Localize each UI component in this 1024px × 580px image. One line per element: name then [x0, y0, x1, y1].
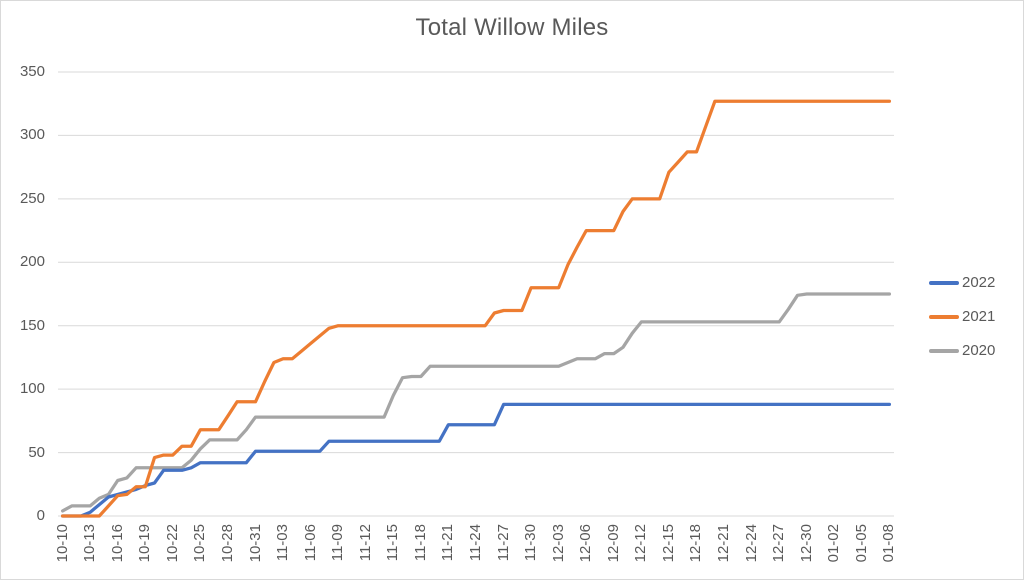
x-tick-label: 11-27: [494, 524, 512, 562]
x-tick-label: 10-16: [108, 524, 126, 563]
x-tick-label: 01-08: [880, 524, 898, 563]
legend-label: 2022: [962, 274, 996, 291]
series-line-2021: [60, 99, 892, 518]
x-tick-label: 11-15: [384, 524, 402, 562]
x-tick-label: 10-13: [81, 524, 99, 563]
x-tick-label: 12-15: [659, 524, 677, 563]
x-tick-label: 11-12: [356, 524, 374, 562]
legend-swatch-icon: [929, 314, 959, 319]
legend-item-2020: 2020: [929, 340, 995, 361]
x-tick-label: 01-02: [825, 524, 843, 563]
x-tick-label: 12-12: [632, 524, 650, 563]
x-tick-label: 10-28: [218, 524, 236, 563]
x-tick-label: 11-24: [467, 524, 484, 562]
x-tick-label: 12-30: [797, 524, 815, 563]
x-tick-label: 12-06: [577, 524, 595, 563]
x-tick-label: 12-09: [604, 524, 622, 563]
x-tick-label: 12-24: [742, 524, 760, 563]
y-tick-label: 300: [19, 126, 45, 144]
x-tick-label: 10-19: [136, 524, 154, 563]
x-tick-label: 10-10: [53, 524, 71, 563]
x-tick-label: 10-25: [191, 524, 209, 563]
x-tick-label: 10-31: [246, 524, 264, 563]
y-tick-label: 100: [19, 380, 45, 398]
legend-swatch-icon: [929, 280, 959, 285]
y-tick-label: 250: [19, 189, 45, 207]
x-tick-label: 11-30: [522, 524, 540, 562]
legend-label: 2021: [962, 308, 996, 325]
x-tick-label: 12-03: [549, 524, 567, 563]
y-tick-label: 50: [28, 443, 45, 461]
x-tick-label: 12-18: [687, 524, 705, 563]
y-tick-label: 200: [19, 253, 45, 271]
y-tick-label: 150: [19, 316, 45, 334]
x-tick-label: 10-22: [163, 524, 181, 563]
legend-item-2022: 2022: [929, 272, 995, 293]
series-line-2020: [60, 292, 892, 513]
x-tick-label: 11-09: [329, 524, 347, 562]
chart-title: Total Willow Miles: [415, 14, 609, 41]
legend-item-2021: 2021: [929, 306, 995, 327]
legend-swatch-icon: [929, 348, 959, 353]
x-tick-label: 01-05: [852, 524, 870, 563]
x-tick-label: 11-03: [274, 524, 292, 562]
y-tick-label: 0: [36, 507, 45, 524]
y-tick-label: 350: [19, 63, 45, 80]
x-tick-label: 12-21: [715, 524, 733, 563]
x-tick-label: 11-18: [411, 524, 429, 562]
x-tick-label: 11-06: [301, 524, 319, 562]
legend-label: 2020: [962, 342, 996, 359]
x-tick-label: 12-27: [770, 524, 788, 563]
x-tick-label: 11-21: [439, 524, 457, 562]
series-line-2022: [60, 402, 892, 518]
legend: 2022 2021 2020: [929, 272, 995, 374]
